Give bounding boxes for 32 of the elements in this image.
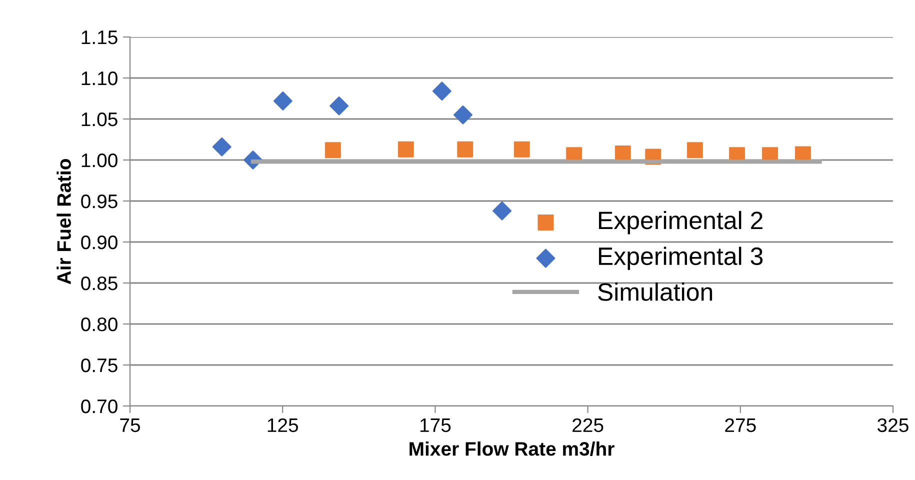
point [686, 142, 703, 158]
point [212, 137, 232, 156]
legend-label: Simulation [598, 282, 712, 301]
legend-label: Experimental 3 [598, 246, 763, 270]
y-axis-title: Air Fuel Ratio [56, 159, 71, 284]
point [514, 141, 530, 158]
x-tick-label: 175 [420, 418, 451, 432]
point [432, 82, 452, 101]
y-tick-label: 0.85 [81, 276, 118, 290]
point [330, 96, 349, 116]
x-tick-label: 75 [120, 418, 140, 432]
y-tick-label: 0.95 [81, 194, 118, 208]
x-tick-label: 325 [878, 418, 908, 432]
legend-label: Experimental 2 [598, 210, 762, 234]
point [324, 142, 341, 158]
x-axis-title: Mixer Flow Rate m3/hr [410, 441, 614, 456]
x-tick-label: 275 [725, 418, 756, 432]
y-tick-label: 0.90 [81, 235, 118, 250]
y-tick-label: 1.05 [82, 112, 118, 126]
y-tick-label: 1.10 [82, 71, 118, 86]
point [398, 141, 414, 158]
point [453, 105, 472, 124]
y-tick-label: 0.70 [81, 399, 118, 414]
point [273, 91, 292, 110]
x-tick-label: 125 [268, 418, 298, 432]
point [457, 141, 474, 158]
y-tick-label: 1.00 [82, 153, 118, 168]
point [492, 201, 512, 220]
y-tick-label: 1.15 [82, 30, 118, 44]
x-tick-label: 225 [572, 418, 604, 432]
y-tick-label: 0.80 [81, 317, 118, 332]
y-tick-label: 0.75 [81, 358, 118, 372]
